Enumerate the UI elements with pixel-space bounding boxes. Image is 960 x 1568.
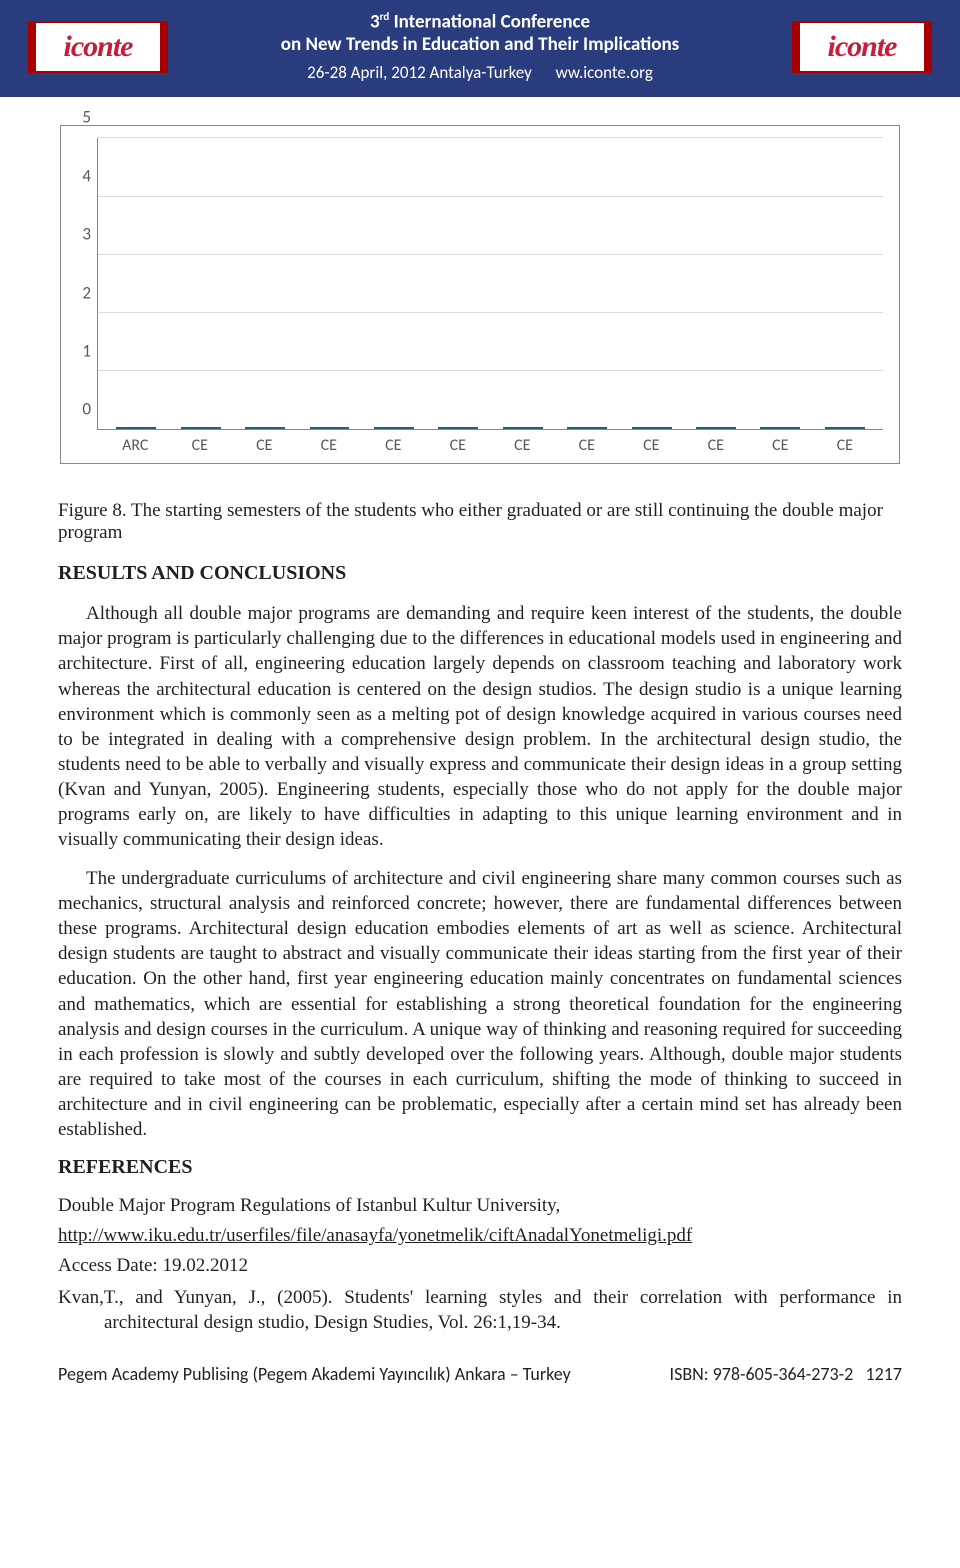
reference-1-title: Double Major Program Regulations of Ista… <box>58 1195 902 1217</box>
bar-slot <box>813 427 877 429</box>
bar-slot <box>104 427 168 429</box>
bar <box>696 427 736 429</box>
grid-line <box>98 137 883 138</box>
reference-2: Kvan,T., and Yunyan, J., (2005). Student… <box>58 1285 902 1335</box>
conference-dates: 26-28 April, 2012 Antalya-Turkey ww.icon… <box>168 62 792 83</box>
x-tick-label: CE <box>232 436 297 455</box>
bar-slot <box>426 427 490 429</box>
page-footer: Pegem Academy Publising (Pegem Akademi Y… <box>0 1349 960 1403</box>
header-center: 3rd International Conference on New Tren… <box>168 10 792 83</box>
chart-x-axis: ARCCECECECECECECECECECECE <box>97 430 883 455</box>
logo-left: iconte <box>28 21 168 73</box>
bar-chart: 012345 ARCCECECECECECECECECECECE <box>60 125 900 464</box>
page-content: Figure 8. The starting semesters of the … <box>0 476 960 1335</box>
page-header: iconte 3rd International Conference on N… <box>0 0 960 97</box>
x-tick-label: CE <box>619 436 684 455</box>
conference-url: ww.iconte.org <box>556 62 653 83</box>
bar-slot <box>491 427 555 429</box>
bar <box>245 427 285 429</box>
x-tick-label: CE <box>684 436 749 455</box>
x-tick-label: CE <box>813 436 878 455</box>
bar <box>310 427 350 429</box>
x-tick-label: CE <box>748 436 813 455</box>
bar <box>567 427 607 429</box>
bar <box>438 427 478 429</box>
section-heading-results: RESULTS AND CONCLUSIONS <box>58 562 902 585</box>
section-heading-references: REFERENCES <box>58 1156 902 1179</box>
conference-title-line2: on New Trends in Education and Their Imp… <box>168 33 792 56</box>
logo-right: iconte <box>792 21 932 73</box>
x-tick-label: CE <box>297 436 362 455</box>
x-tick-label: CE <box>361 436 426 455</box>
x-tick-label: CE <box>168 436 233 455</box>
y-tick-label: 0 <box>82 399 91 420</box>
bar-slot <box>168 427 232 429</box>
page-number: 1217 <box>866 1363 903 1385</box>
chart-plot-area <box>97 138 883 430</box>
footer-isbn-page: ISBN: 978-605-364-273-2 1217 <box>670 1363 902 1385</box>
bar-slot <box>297 427 361 429</box>
reference-1-url[interactable]: http://www.iku.edu.tr/userfiles/file/ana… <box>58 1225 902 1247</box>
x-tick-label: CE <box>555 436 620 455</box>
reference-1-access-date: Access Date: 19.02.2012 <box>58 1255 902 1277</box>
conference-title-line1: 3rd International Conference <box>168 10 792 33</box>
bar <box>760 427 800 429</box>
figure-caption: Figure 8. The starting semesters of the … <box>58 500 902 544</box>
bar <box>825 427 865 429</box>
bar <box>181 427 221 429</box>
x-tick-label: CE <box>490 436 555 455</box>
bar <box>374 427 414 429</box>
bar-slot <box>684 427 748 429</box>
y-tick-label: 4 <box>82 165 91 186</box>
footer-publisher: Pegem Academy Publising (Pegem Akademi Y… <box>58 1363 571 1385</box>
grid-line <box>98 196 883 197</box>
logo-text: iconte <box>828 30 897 64</box>
grid-line <box>98 370 883 371</box>
bar <box>116 427 156 429</box>
logo-text: iconte <box>64 30 133 64</box>
bar-slot <box>233 427 297 429</box>
y-tick-label: 2 <box>82 282 91 303</box>
bar <box>632 427 672 429</box>
bar <box>503 427 543 429</box>
y-tick-label: 1 <box>82 340 91 361</box>
chart-y-axis: 012345 <box>71 138 97 430</box>
paragraph-2: The undergraduate curriculums of archite… <box>58 866 902 1142</box>
y-tick-label: 5 <box>82 107 91 128</box>
x-tick-label: CE <box>426 436 491 455</box>
bar-slot <box>555 427 619 429</box>
bar-slot <box>619 427 683 429</box>
grid-line <box>98 254 883 255</box>
bar-slot <box>362 427 426 429</box>
y-tick-label: 3 <box>82 224 91 245</box>
paragraph-1: Although all double major programs are d… <box>58 601 902 852</box>
bar-slot <box>748 427 812 429</box>
grid-line <box>98 312 883 313</box>
x-tick-label: ARC <box>103 436 168 455</box>
